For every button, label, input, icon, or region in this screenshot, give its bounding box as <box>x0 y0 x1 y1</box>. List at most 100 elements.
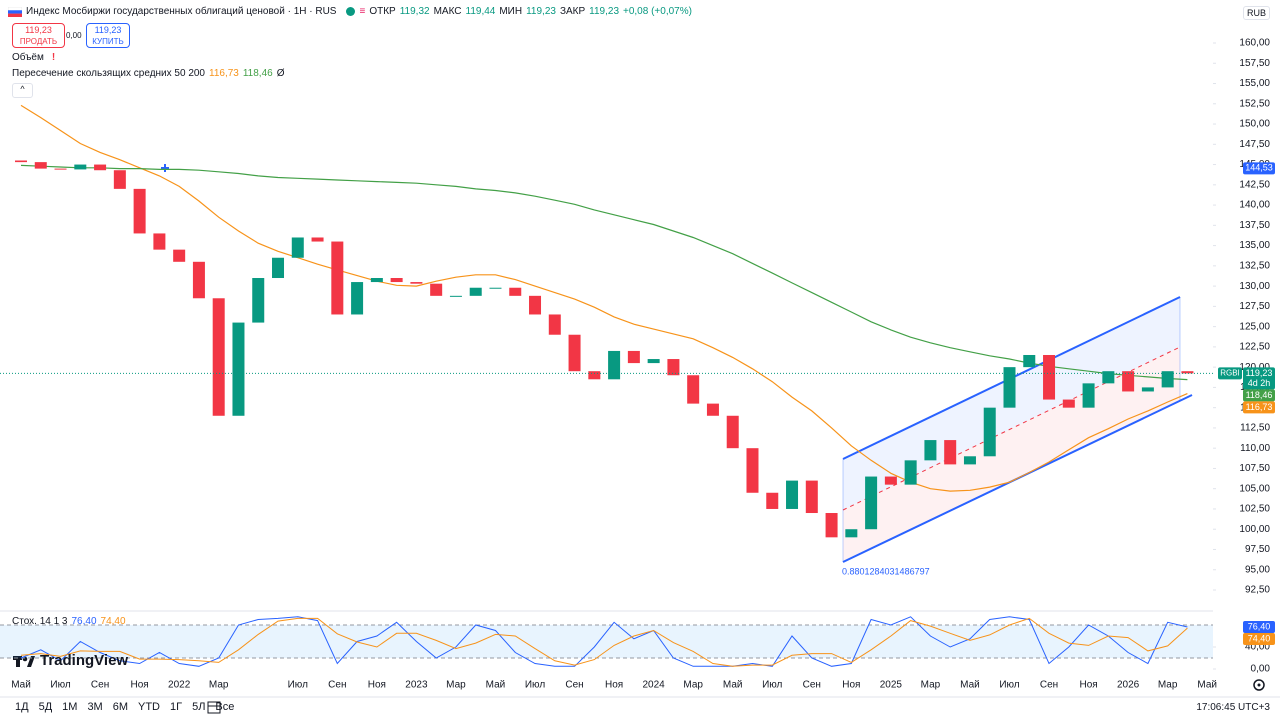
stoch-line <box>20 616 1188 667</box>
y-tick-label: 97,50 <box>1245 544 1270 555</box>
sell-price: 119,23 <box>25 25 52 35</box>
candle <box>153 233 166 250</box>
buy-button[interactable]: 119,23 КУПИТЬ <box>86 23 130 48</box>
candle <box>74 164 87 170</box>
y-tick-label: 127,50 <box>1239 301 1270 312</box>
candle <box>865 476 878 530</box>
candle <box>1023 354 1036 368</box>
last-price-text: 119,23 <box>1246 368 1273 378</box>
candle <box>904 460 917 485</box>
x-tick-label: Ноя <box>605 680 623 691</box>
menu-icon[interactable]: ≡ <box>359 6 366 17</box>
x-tick-label: Ноя <box>368 680 386 691</box>
x-tick-label: 2023 <box>405 680 428 691</box>
candle <box>1141 387 1154 392</box>
logo: TradingView <box>40 652 129 669</box>
y-tick-label: 135,00 <box>1239 240 1270 251</box>
range-button[interactable]: YTD <box>138 701 160 713</box>
low-label: МИН <box>499 6 523 17</box>
candle <box>766 492 779 509</box>
x-tick-label: Ноя <box>842 680 860 691</box>
candle <box>1043 354 1056 400</box>
candle <box>746 448 759 493</box>
stoch-badge-text: 74,40 <box>1248 633 1271 643</box>
countdown-text: 4d 2h <box>1248 378 1271 388</box>
y-tick-label: 125,00 <box>1239 321 1270 332</box>
x-tick-label: Сен <box>328 680 346 691</box>
y-tick-label: 155,00 <box>1239 78 1270 89</box>
stoch-badge <box>1243 620 1275 633</box>
candle <box>1003 367 1016 408</box>
candle <box>706 403 719 416</box>
ma-label: Пересечение скользящих средних 50 200 <box>12 68 205 79</box>
calendar-icon[interactable] <box>207 701 221 714</box>
y-tick-label: 152,50 <box>1239 98 1270 109</box>
candle <box>529 295 542 315</box>
warning-icon[interactable]: ! <box>51 52 56 63</box>
y-tick-label: 132,50 <box>1239 260 1270 271</box>
low-value: 119,23 <box>526 6 556 17</box>
price-mark-badge <box>1243 162 1275 175</box>
ma-badge <box>1243 389 1275 402</box>
candle <box>212 298 225 416</box>
currency-button[interactable]: RUB <box>1243 6 1271 20</box>
candle <box>370 278 383 283</box>
status-dot <box>346 7 356 16</box>
candle <box>113 170 126 189</box>
x-tick-label: Июл <box>50 680 70 691</box>
candle <box>647 359 660 364</box>
y-tick-label: 105,00 <box>1239 483 1270 494</box>
spread: 0,00 <box>66 31 82 40</box>
channel-lower-fill <box>843 347 1180 562</box>
y-tick-label: 110,00 <box>1240 443 1270 454</box>
sell-button[interactable]: 119,23 ПРОДАТЬ <box>12 23 65 48</box>
stoch-badge <box>1243 632 1275 645</box>
range-button[interactable]: 1М <box>62 701 78 713</box>
candle <box>726 415 739 449</box>
candle <box>390 278 403 283</box>
ma-hide-icon[interactable]: Ø <box>276 68 285 79</box>
candle <box>173 249 186 262</box>
moving-average <box>20 104 1188 492</box>
x-tick-label: Июл <box>762 680 782 691</box>
stoch-badge-text: 76,40 <box>1248 621 1271 631</box>
candle <box>449 295 462 297</box>
candle <box>548 314 561 335</box>
channel-label: 0.8801284031486797 <box>842 566 930 576</box>
candle <box>1122 371 1135 392</box>
collapse-button[interactable]: ^ <box>12 83 33 98</box>
range-button[interactable]: 1Г <box>170 701 183 713</box>
candle <box>351 282 364 315</box>
y-tick-label: 147,50 <box>1239 139 1270 150</box>
range-button[interactable]: 5Д <box>38 701 53 713</box>
candle <box>489 287 502 289</box>
stoch-band <box>0 625 1213 658</box>
candle <box>469 287 482 296</box>
range-button[interactable]: 3М <box>87 701 103 713</box>
candle <box>568 334 581 372</box>
channel-mid <box>842 346 1181 511</box>
y-tick-label: 160,00 <box>1239 38 1270 49</box>
range-button[interactable]: Все <box>215 701 235 713</box>
settings-icon[interactable] <box>1253 679 1265 691</box>
change-value: +0,08 (+0,07%) <box>623 6 692 17</box>
symbol-title: Индекс Мосбиржи государственных облигаци… <box>26 6 337 17</box>
y-tick-label: 157,50 <box>1239 58 1270 69</box>
stoch-legend: Стох. 14 1 3 76,40 74,40 <box>12 616 126 627</box>
range-button[interactable]: 5Л <box>192 701 206 713</box>
ma-badge <box>1243 401 1275 414</box>
y-tick-label: 142,50 <box>1239 179 1270 190</box>
range-button[interactable]: 1Д <box>15 701 29 713</box>
candle <box>272 257 285 279</box>
buy-label: КУПИТЬ <box>92 37 124 46</box>
candle <box>54 168 67 170</box>
range-button[interactable]: 6М <box>112 701 128 713</box>
y-tick-label: 150,00 <box>1239 119 1270 130</box>
crosshair-mark <box>161 164 169 172</box>
moving-average <box>20 164 1188 381</box>
y-tick-label: 100,00 <box>1239 524 1270 535</box>
x-tick-label: 2022 <box>168 680 191 691</box>
candle <box>608 350 621 380</box>
